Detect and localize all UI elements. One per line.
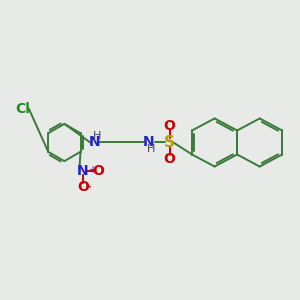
Text: H: H: [93, 131, 102, 141]
Text: O: O: [92, 164, 104, 178]
Text: N: N: [88, 136, 100, 149]
Text: -: -: [85, 178, 91, 194]
Text: H: H: [147, 144, 155, 154]
Text: O: O: [77, 180, 89, 194]
Text: O: O: [164, 152, 175, 166]
Text: N: N: [77, 164, 89, 178]
Text: S: S: [164, 135, 175, 150]
Text: Cl: Cl: [15, 102, 30, 116]
Text: +: +: [88, 164, 96, 175]
Text: N: N: [143, 136, 154, 149]
Text: O: O: [164, 119, 175, 133]
